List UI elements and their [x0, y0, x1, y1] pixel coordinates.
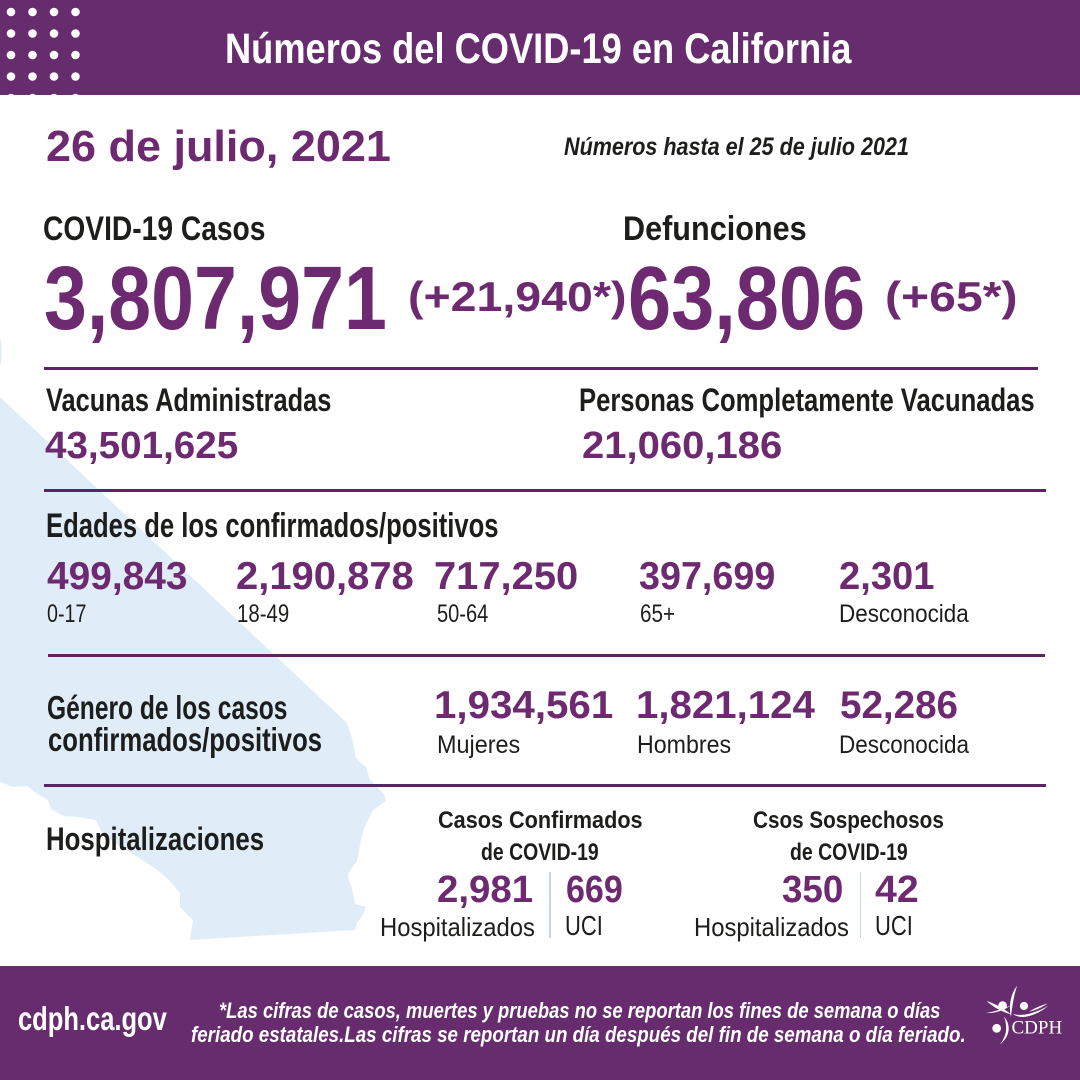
svg-text:CDPH: CDPH — [1012, 1018, 1063, 1039]
